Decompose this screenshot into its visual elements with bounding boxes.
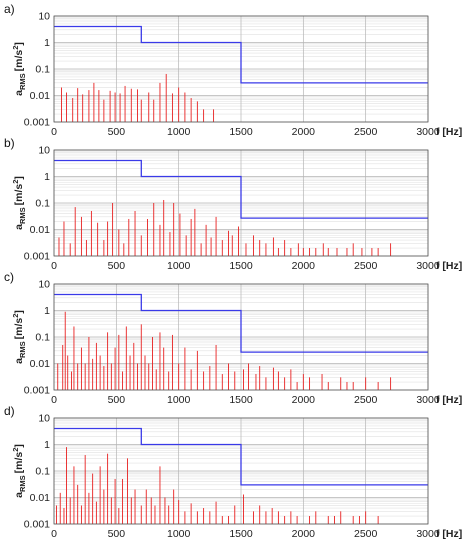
- y-label-subscript: RMS: [18, 341, 27, 358]
- y-label-close: ]: [13, 310, 25, 314]
- y-axis-label: aRMS[m/s2]: [11, 310, 27, 364]
- plot-frame: [53, 283, 429, 391]
- x-tick-label: 2000: [292, 528, 316, 540]
- x-tick-label: 1000: [167, 394, 191, 406]
- y-tick-label: 0.1: [35, 198, 50, 210]
- y-label-close: ]: [13, 444, 25, 448]
- y-tick-label: 1: [44, 171, 50, 183]
- y-tick-label: 10: [38, 11, 50, 23]
- y-label-main: a: [13, 224, 25, 230]
- y-label-superscript: 2: [11, 46, 20, 50]
- x-tick-label: 2500: [354, 394, 378, 406]
- y-label-subscript: RMS: [18, 475, 27, 492]
- limit-curve: [54, 427, 428, 486]
- y-tick-label: 0.001: [24, 519, 50, 531]
- y-tick-label: 0.001: [24, 117, 50, 129]
- x-tick-label: 1000: [167, 528, 191, 540]
- y-label-unit: [m/s: [13, 184, 25, 206]
- y-tick-label: 0.01: [30, 358, 51, 370]
- y-tick-label: 1: [44, 37, 50, 49]
- y-tick-label: 1: [44, 439, 50, 451]
- x-axis-label: f [Hz]: [436, 126, 462, 138]
- limit-curve: [54, 293, 428, 353]
- x-tick-label: 1500: [229, 260, 253, 272]
- x-axis-label: f [Hz]: [436, 394, 462, 406]
- y-label-unit: [m/s: [13, 452, 25, 474]
- x-axis-label: f [Hz]: [436, 260, 462, 272]
- panel-label: a): [4, 2, 15, 16]
- x-tick-label: 3000: [416, 394, 440, 406]
- panel-label: c): [4, 270, 14, 284]
- y-label-subscript: RMS: [18, 207, 27, 224]
- x-tick-label: 1000: [167, 260, 191, 272]
- y-tick-label: 10: [38, 145, 50, 157]
- x-tick-label: 500: [108, 528, 126, 540]
- x-tick-label: 3000: [416, 126, 440, 138]
- x-tick-label: 500: [108, 260, 126, 272]
- x-tick-label: 2500: [354, 126, 378, 138]
- x-tick-label: 3000: [416, 528, 440, 540]
- x-tick-label: 1500: [229, 126, 253, 138]
- x-tick-label: 500: [108, 394, 126, 406]
- y-label-unit: [m/s: [13, 50, 25, 72]
- y-tick-label: 0.01: [30, 224, 51, 236]
- x-tick-label: 2000: [292, 126, 316, 138]
- y-tick-label: 1: [44, 305, 50, 317]
- y-tick-label: 0.1: [35, 332, 50, 344]
- x-tick-label: 0: [51, 126, 57, 138]
- y-axis-label: aRMS[m/s2]: [11, 42, 27, 96]
- y-label-main: a: [13, 358, 25, 364]
- panel-label: d): [4, 404, 15, 418]
- x-tick-label: 1000: [167, 126, 191, 138]
- y-tick-label: 0.001: [24, 251, 50, 263]
- x-tick-label: 2500: [354, 528, 378, 540]
- y-label-superscript: 2: [11, 448, 20, 452]
- y-label-close: ]: [13, 42, 25, 46]
- x-tick-label: 0: [51, 528, 57, 540]
- plot-frame: [53, 417, 429, 525]
- y-tick-label: 0.01: [30, 90, 51, 102]
- limit-curve: [54, 25, 428, 84]
- y-axis-label: aRMS[m/s2]: [11, 444, 27, 498]
- x-tick-label: 2500: [354, 260, 378, 272]
- x-tick-label: 2000: [292, 394, 316, 406]
- y-label-close: ]: [13, 176, 25, 180]
- y-label-main: a: [13, 90, 25, 96]
- y-tick-label: 0.1: [35, 64, 50, 76]
- y-label-unit: [m/s: [13, 318, 25, 340]
- y-label-superscript: 2: [11, 180, 20, 184]
- y-tick-label: 10: [38, 279, 50, 291]
- y-tick-label: 10: [38, 413, 50, 425]
- x-tick-label: 0: [51, 260, 57, 272]
- x-axis-label: f [Hz]: [436, 528, 462, 540]
- y-label-main: a: [13, 492, 25, 498]
- y-tick-label: 0.001: [24, 385, 50, 397]
- x-tick-label: 500: [108, 126, 126, 138]
- y-tick-label: 0.01: [30, 492, 51, 504]
- y-axis-label: aRMS[m/s2]: [11, 176, 27, 230]
- y-label-subscript: RMS: [18, 73, 27, 90]
- plot-frame: [53, 15, 429, 123]
- x-tick-label: 2000: [292, 260, 316, 272]
- y-tick-label: 0.1: [35, 466, 50, 478]
- x-tick-label: 1500: [229, 394, 253, 406]
- x-tick-label: 1500: [229, 528, 253, 540]
- x-tick-label: 3000: [416, 260, 440, 272]
- panel-label: b): [4, 136, 15, 150]
- plot-frame: [53, 149, 429, 257]
- limit-curve: [54, 159, 428, 219]
- x-tick-label: 0: [51, 394, 57, 406]
- y-label-superscript: 2: [11, 314, 20, 318]
